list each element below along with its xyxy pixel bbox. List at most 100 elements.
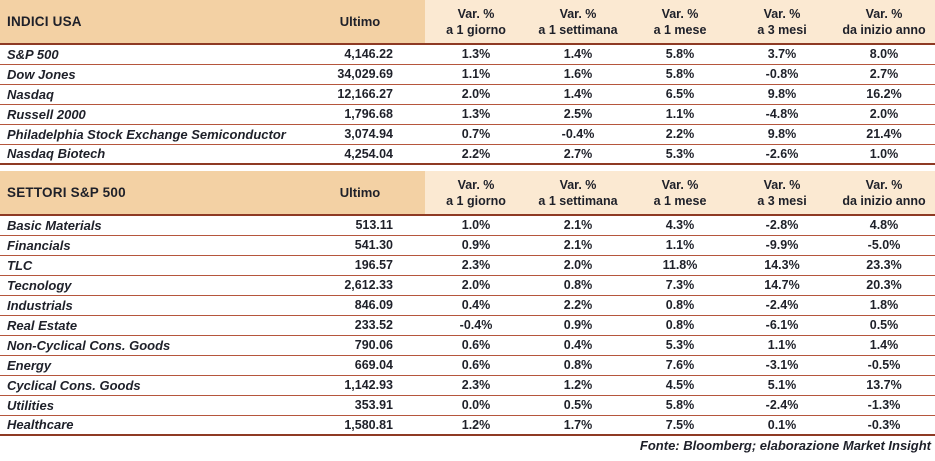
var-value: 0.6% [425,335,527,356]
var-value: 1.1% [425,64,527,85]
table-row: Non-Cyclical Cons. Goods 790.06 0.6% 0.4% 5.… [0,335,935,356]
var-value: 4.8% [833,215,935,236]
last-value: 1,796.68 [295,104,425,125]
var-value: 1.1% [731,335,833,356]
var-period: a 1 settimana [538,22,618,37]
table-row: Dow Jones 34,029.69 1.1% 1.6% 5.8% -0.8% 2.7% [0,64,935,85]
instrument-name: Financials [0,235,295,256]
var-period: a 1 giorno [446,193,506,208]
var-value: -2.6% [731,144,833,165]
column-header-var-1w: Var. % a 1 settimana [527,0,629,45]
var-value: 1.6% [527,64,629,85]
var-value: 4.5% [629,375,731,396]
var-value: 1.4% [527,44,629,65]
var-period: a 1 settimana [538,193,618,208]
var-value: -2.4% [731,395,833,416]
var-value: 1.0% [833,144,935,165]
last-value: 669.04 [295,355,425,376]
var-label: Var. % [763,6,801,21]
var-period: a 3 mesi [757,22,807,37]
instrument-name: Utilities [0,395,295,416]
table-row: Energy 669.04 0.6% 0.8% 7.6% -3.1% -0.5% [0,355,935,376]
var-value: 0.5% [833,315,935,336]
source-note: Fonte: Bloomberg; elaborazione Market In… [639,438,931,453]
var-value: 1.1% [629,104,731,125]
last-value: 846.09 [295,295,425,316]
var-period: a 1 mese [653,193,707,208]
var-value: -0.3% [833,415,935,436]
column-header-var-1m: Var. % a 1 mese [629,171,731,216]
var-value: 0.4% [425,295,527,316]
var-value: -9.9% [731,235,833,256]
instrument-name: Tecnology [0,275,295,296]
var-value: 1.3% [425,104,527,125]
instrument-name: Industrials [0,295,295,316]
table-row: Healthcare 1,580.81 1.2% 1.7% 7.5% 0.1% -0.3% [0,415,935,436]
var-label: Var. % [865,6,903,21]
table-row: Basic Materials 513.11 1.0% 2.1% 4.3% -2.8% 4.… [0,215,935,236]
sectors-sp500-table: SETTORI S&P 500 Ultimo Var. % a 1 giorno… [0,171,935,436]
table-row: Industrials 846.09 0.4% 2.2% 0.8% -2.4% 1.8% [0,295,935,316]
var-value: 8.0% [833,44,935,65]
var-value: 2.7% [527,144,629,165]
last-value: 3,074.94 [295,124,425,145]
instrument-name: Nasdaq [0,84,295,105]
instrument-name: Philadelphia Stock Exchange Semiconducto… [0,124,295,145]
instrument-name: Russell 2000 [0,104,295,125]
sectors-sp500-body: Basic Materials 513.11 1.0% 2.1% 4.3% -2.8% 4.… [0,215,935,436]
last-value: 233.52 [295,315,425,336]
var-label: Var. % [559,177,597,192]
table-row: Cyclical Cons. Goods 1,142.93 2.3% 1.2% 4.5%… [0,375,935,396]
header-row: SETTORI S&P 500 Ultimo Var. % a 1 giorno… [0,171,935,216]
column-header-var-1d: Var. % a 1 giorno [425,171,527,216]
last-value: 790.06 [295,335,425,356]
column-header-var-3m: Var. % a 3 mesi [731,0,833,45]
table-row: Nasdaq Biotech 4,254.04 2.2% 2.7% 5.3% -2.6% 1… [0,144,935,165]
var-value: 0.0% [425,395,527,416]
var-value: -1.3% [833,395,935,416]
var-value: 7.5% [629,415,731,436]
var-value: 9.8% [731,84,833,105]
last-value: 1,142.93 [295,375,425,396]
var-value: -4.8% [731,104,833,125]
last-value: 4,146.22 [295,44,425,65]
header-row: INDICI USA Ultimo Var. % a 1 giorno Var.… [0,0,935,45]
column-header-var-ytd: Var. % da inizio anno [833,0,935,45]
var-period: da inizio anno [842,193,926,208]
table-title: SETTORI S&P 500 [0,171,295,216]
last-value: 12,166.27 [295,84,425,105]
var-value: 0.5% [527,395,629,416]
var-value: 0.6% [425,355,527,376]
var-value: 0.8% [629,295,731,316]
last-value: 1,580.81 [295,415,425,436]
table-row: Russell 2000 1,796.68 1.3% 2.5% 1.1% -4.8% 2.0… [0,104,935,125]
var-value: -0.4% [425,315,527,336]
table-row: Tecnology 2,612.33 2.0% 0.8% 7.3% 14.7% 20.3% [0,275,935,296]
var-value: 4.3% [629,215,731,236]
var-value: 1.8% [833,295,935,316]
var-value: 2.0% [425,84,527,105]
var-value: 20.3% [833,275,935,296]
var-value: 2.2% [425,144,527,165]
var-value: 2.1% [527,235,629,256]
column-header-var-ytd: Var. % da inizio anno [833,171,935,216]
var-value: 3.7% [731,44,833,65]
var-value: 2.5% [527,104,629,125]
var-value: 1.4% [833,335,935,356]
last-value: 2,612.33 [295,275,425,296]
var-label: Var. % [457,6,495,21]
column-header-var-3m: Var. % a 3 mesi [731,171,833,216]
var-value: 7.3% [629,275,731,296]
last-value: 4,254.04 [295,144,425,165]
var-value: 9.8% [731,124,833,145]
var-value: 0.7% [425,124,527,145]
last-value: 196.57 [295,255,425,276]
sectors-sp500-header: SETTORI S&P 500 Ultimo Var. % a 1 giorno… [0,171,935,216]
var-value: 2.7% [833,64,935,85]
var-value: -6.1% [731,315,833,336]
var-value: -0.5% [833,355,935,376]
table-row: Financials 541.30 0.9% 2.1% 1.1% -9.9% -5.0% [0,235,935,256]
var-value: 5.3% [629,144,731,165]
var-value: 0.9% [425,235,527,256]
table-row: Real Estate 233.52 -0.4% 0.9% 0.8% -6.1% 0.5% [0,315,935,336]
